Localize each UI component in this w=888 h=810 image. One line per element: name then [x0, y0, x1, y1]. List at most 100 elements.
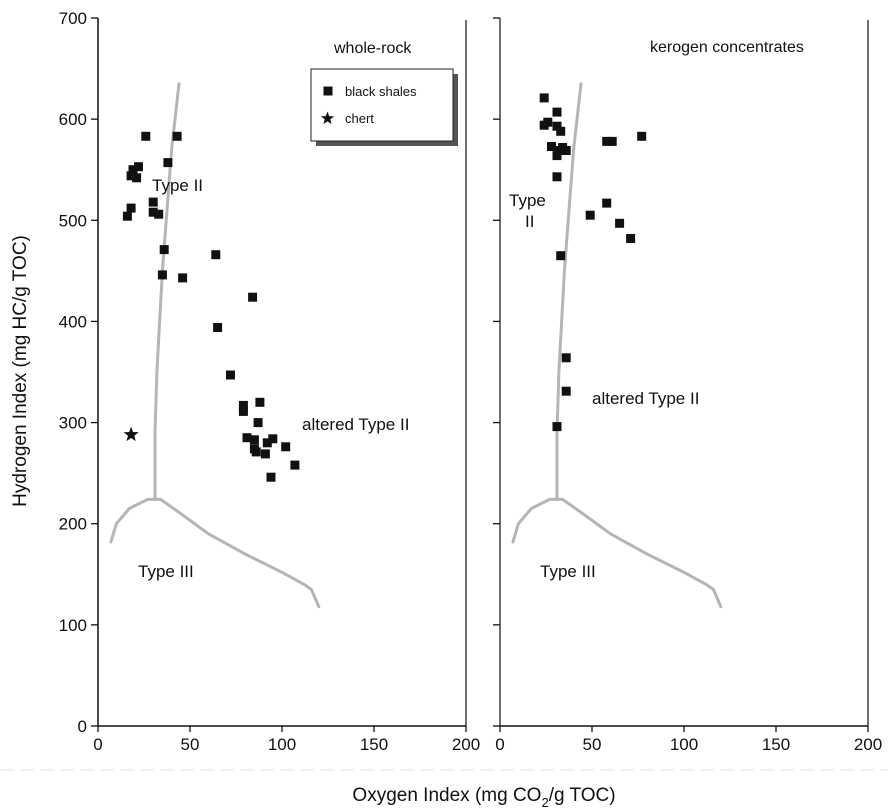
x-axis-title-subscript: 2	[541, 795, 548, 810]
black-shale-point	[552, 121, 562, 131]
x-tick-label: 200	[854, 735, 882, 754]
black-shale-point	[238, 400, 248, 410]
y-tick-label: 300	[59, 414, 87, 433]
black-shale-point	[585, 210, 595, 220]
black-shale-point	[163, 158, 173, 168]
black-shale-point	[260, 449, 270, 459]
x-tick-label: 50	[181, 735, 200, 754]
black-shale-point	[238, 406, 248, 416]
black-shale-point	[607, 136, 617, 146]
black-shale-point	[290, 460, 300, 470]
type-ii-numeral-label: II	[525, 212, 534, 231]
black-shale-point	[556, 251, 566, 261]
black-shale-point	[126, 171, 136, 181]
black-shale-point	[128, 165, 138, 175]
black-shale-point	[255, 397, 265, 407]
black-shale-point	[213, 323, 223, 332]
black-shale-point	[547, 142, 556, 151]
black-shale-point	[626, 234, 636, 243]
black-shale-point	[253, 418, 263, 428]
type-iii-boundary-line	[511, 497, 723, 609]
y-tick-label: 100	[59, 616, 87, 635]
black-shale-point	[134, 162, 143, 172]
black-shale-point	[561, 146, 571, 155]
black-shale-point	[148, 197, 158, 207]
black-shale-point	[615, 218, 625, 228]
black-shale-point	[242, 433, 252, 443]
black-shale-point	[262, 438, 272, 448]
black-shale-point	[561, 353, 571, 363]
right-panel-title: kerogen concentrates	[650, 39, 804, 56]
x-axis-title-suffix: /g TOC)	[549, 785, 616, 806]
type-iii-label: Type III	[540, 562, 596, 581]
black-shale-point	[159, 245, 169, 255]
right-axis-ticks: 0 50 100 150 200	[493, 17, 882, 754]
black-shale-point	[552, 172, 562, 182]
left-data-points	[122, 131, 300, 482]
black-shale-point	[561, 386, 571, 396]
right-data-points	[539, 93, 647, 432]
legend-star-marker	[320, 111, 335, 125]
black-shale-point	[248, 292, 258, 302]
legend-black-shales-label: black shales	[345, 84, 417, 99]
x-tick-label: 100	[268, 735, 296, 754]
black-shale-point	[122, 211, 132, 221]
legend: black shales chert	[310, 68, 458, 146]
whole-rock-panel: 0 50 100 150 200 0 100 200 300 400 500 600 700 whole…	[59, 9, 481, 754]
x-tick-label: 150	[762, 735, 790, 754]
kerogen-concentrates-panel: 0 50 100 150 200 kerogen concentrates Type I…	[493, 17, 882, 754]
chert-point	[123, 426, 139, 442]
black-shale-point	[266, 472, 276, 482]
black-shale-point	[178, 273, 188, 283]
x-tick-label: 200	[452, 735, 480, 754]
black-shale-point	[126, 203, 136, 213]
x-axis-title: Oxygen Index (mg CO2/g TOC)	[352, 785, 615, 810]
left-axis-ticks: 0 50 100 150 200 0 100 200 300 400 500 600 700	[59, 9, 481, 754]
black-shale-point	[539, 93, 549, 103]
type-label: Type	[509, 191, 546, 210]
x-tick-label: 50	[583, 735, 602, 754]
type-ii-boundary-line	[555, 82, 583, 500]
black-shale-point	[148, 207, 158, 217]
legend-box	[310, 68, 454, 142]
type-iii-label: Type III	[138, 562, 194, 581]
type-ii-label: Type II	[152, 176, 203, 195]
y-tick-label: 400	[59, 312, 87, 331]
black-shale-point	[157, 270, 167, 280]
black-shale-point	[552, 107, 562, 117]
black-shale-point	[154, 209, 164, 219]
black-shale-point	[539, 120, 549, 130]
altered-type-ii-label: altered Type II	[592, 389, 699, 408]
y-tick-label: 600	[59, 110, 87, 129]
black-shale-point	[556, 126, 566, 136]
black-shale-point	[132, 173, 142, 183]
y-tick-label: 700	[59, 9, 87, 28]
black-shale-point	[141, 131, 151, 141]
black-shale-point	[637, 131, 647, 141]
x-tick-label: 0	[495, 735, 504, 754]
black-shale-point	[552, 151, 562, 161]
x-tick-label: 100	[670, 735, 698, 754]
black-shale-point	[552, 422, 562, 432]
left-panel-title: whole-rock	[333, 40, 412, 57]
black-shale-point	[602, 136, 612, 146]
black-shale-point	[281, 442, 291, 452]
black-shale-point	[251, 447, 261, 457]
black-shale-point	[602, 198, 612, 208]
x-tick-label: 0	[93, 735, 102, 754]
x-tick-label: 150	[360, 735, 388, 754]
y-tick-label: 500	[59, 211, 87, 230]
black-shale-point	[249, 435, 259, 445]
y-tick-label: 200	[59, 515, 87, 534]
legend-square-marker	[323, 86, 333, 96]
black-shale-point	[211, 250, 221, 260]
black-shale-point	[226, 370, 235, 380]
y-axis-title: Hydrogen Index (mg HC/g TOC)	[10, 235, 31, 507]
legend-chert-label: chert	[345, 111, 374, 126]
y-tick-label: 0	[78, 717, 87, 736]
right-boundary-curves	[511, 82, 723, 609]
black-shale-point	[172, 131, 182, 141]
black-shale-point	[554, 146, 564, 155]
altered-type-ii-label: altered Type II	[302, 415, 409, 434]
